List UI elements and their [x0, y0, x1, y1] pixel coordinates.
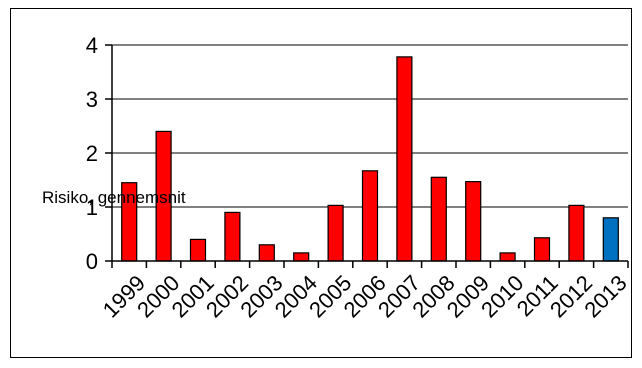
y-tick-label: 0: [86, 249, 98, 274]
bar-2002: [224, 211, 241, 262]
y-tick-labels: 0 1 2 3 4: [86, 33, 112, 274]
bar-2005: [327, 204, 344, 262]
chart-frame: [10, 8, 632, 358]
bar-2009: [465, 181, 482, 262]
y-tick-label: 4: [86, 33, 98, 58]
bar-2006: [361, 170, 379, 262]
bar-2013: [602, 217, 619, 262]
x-tick-labels: 1999200020012002200320042005200620072008…: [98, 261, 632, 322]
y-tick-label: 1: [86, 195, 98, 220]
y-tick-label: 3: [86, 87, 98, 112]
bar-2012: [568, 204, 585, 262]
y-tick-label: 2: [86, 141, 98, 166]
bar-2007: [396, 56, 413, 262]
bar-2011: [533, 237, 551, 262]
bars: [121, 56, 619, 262]
y-axis-label: Risiko, gennemsnit: [42, 188, 186, 207]
bar-2001: [189, 238, 207, 262]
bar-2004: [293, 252, 310, 262]
bar-2008: [430, 176, 447, 262]
bar-2010: [499, 252, 516, 262]
bar-2003: [258, 244, 275, 262]
